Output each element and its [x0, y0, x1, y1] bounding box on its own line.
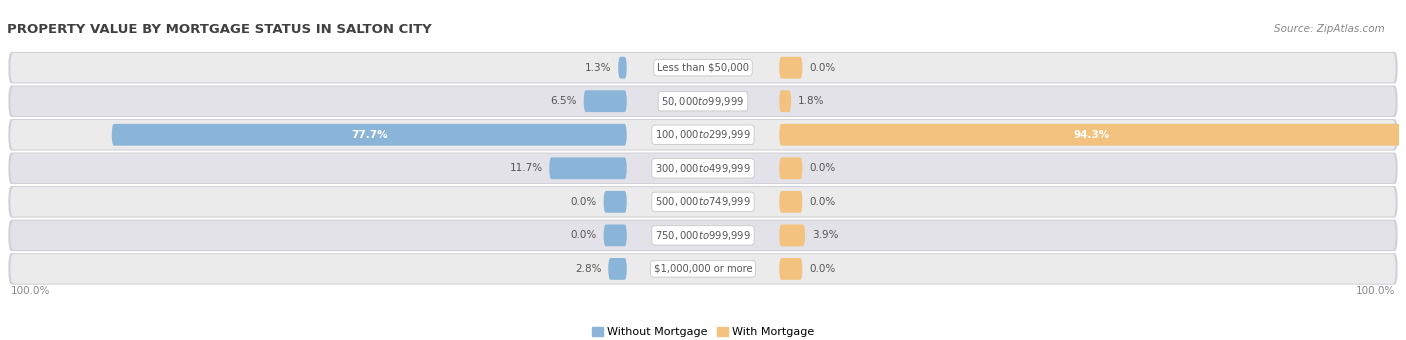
Text: 100.0%: 100.0%	[10, 286, 49, 296]
Text: 77.7%: 77.7%	[352, 130, 388, 140]
Text: 1.3%: 1.3%	[585, 63, 612, 73]
Text: $300,000 to $499,999: $300,000 to $499,999	[655, 162, 751, 175]
FancyBboxPatch shape	[779, 90, 792, 112]
Text: 100.0%: 100.0%	[1357, 286, 1396, 296]
Text: 6.5%: 6.5%	[551, 96, 576, 106]
FancyBboxPatch shape	[10, 53, 1396, 82]
Text: 0.0%: 0.0%	[808, 264, 835, 274]
Text: 11.7%: 11.7%	[509, 163, 543, 173]
FancyBboxPatch shape	[10, 86, 1396, 116]
FancyBboxPatch shape	[609, 258, 627, 280]
FancyBboxPatch shape	[10, 154, 1396, 183]
FancyBboxPatch shape	[779, 224, 806, 246]
Text: $1,000,000 or more: $1,000,000 or more	[654, 264, 752, 274]
Text: 0.0%: 0.0%	[808, 63, 835, 73]
Text: $50,000 to $99,999: $50,000 to $99,999	[661, 95, 745, 108]
FancyBboxPatch shape	[779, 57, 803, 79]
FancyBboxPatch shape	[8, 220, 1398, 251]
FancyBboxPatch shape	[8, 119, 1398, 151]
FancyBboxPatch shape	[8, 153, 1398, 184]
Text: 3.9%: 3.9%	[811, 231, 838, 240]
Text: 0.0%: 0.0%	[571, 197, 598, 207]
Text: 0.0%: 0.0%	[571, 231, 598, 240]
Text: 94.3%: 94.3%	[1074, 130, 1109, 140]
Text: 1.8%: 1.8%	[797, 96, 824, 106]
Legend: Without Mortgage, With Mortgage: Without Mortgage, With Mortgage	[588, 322, 818, 340]
FancyBboxPatch shape	[8, 52, 1398, 83]
FancyBboxPatch shape	[779, 157, 803, 179]
FancyBboxPatch shape	[10, 254, 1396, 284]
FancyBboxPatch shape	[8, 186, 1398, 218]
FancyBboxPatch shape	[779, 191, 803, 213]
Text: Less than $50,000: Less than $50,000	[657, 63, 749, 73]
Text: $100,000 to $299,999: $100,000 to $299,999	[655, 128, 751, 141]
Text: PROPERTY VALUE BY MORTGAGE STATUS IN SALTON CITY: PROPERTY VALUE BY MORTGAGE STATUS IN SAL…	[7, 23, 432, 36]
Text: 2.8%: 2.8%	[575, 264, 602, 274]
FancyBboxPatch shape	[550, 157, 627, 179]
FancyBboxPatch shape	[111, 124, 627, 146]
FancyBboxPatch shape	[779, 124, 1405, 146]
FancyBboxPatch shape	[10, 187, 1396, 217]
FancyBboxPatch shape	[583, 90, 627, 112]
FancyBboxPatch shape	[8, 253, 1398, 285]
FancyBboxPatch shape	[603, 224, 627, 246]
FancyBboxPatch shape	[10, 120, 1396, 150]
Text: 0.0%: 0.0%	[808, 197, 835, 207]
Text: $750,000 to $999,999: $750,000 to $999,999	[655, 229, 751, 242]
FancyBboxPatch shape	[603, 191, 627, 213]
Text: $500,000 to $749,999: $500,000 to $749,999	[655, 195, 751, 208]
FancyBboxPatch shape	[779, 258, 803, 280]
FancyBboxPatch shape	[10, 221, 1396, 250]
Text: Source: ZipAtlas.com: Source: ZipAtlas.com	[1274, 24, 1385, 34]
Text: 0.0%: 0.0%	[808, 163, 835, 173]
FancyBboxPatch shape	[8, 85, 1398, 117]
FancyBboxPatch shape	[619, 57, 627, 79]
